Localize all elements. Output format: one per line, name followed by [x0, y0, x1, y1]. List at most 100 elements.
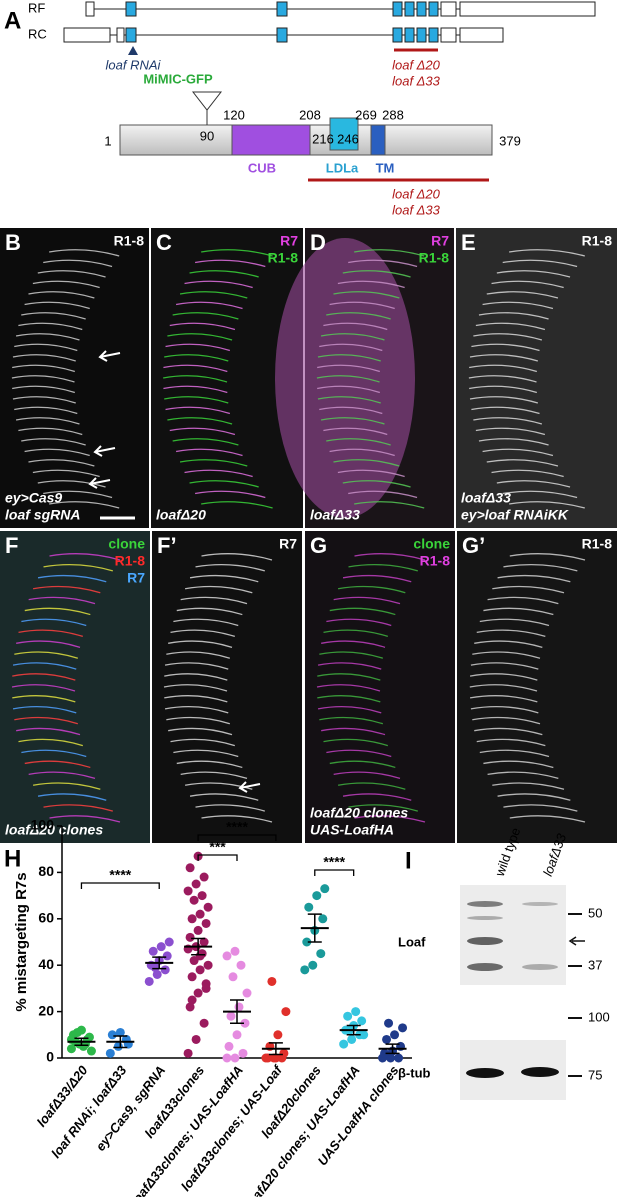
channel-label: R7	[431, 233, 449, 249]
panel-label: I	[405, 847, 412, 874]
data-point	[183, 1048, 193, 1058]
arrow	[568, 936, 585, 946]
error-bar	[346, 1024, 361, 1036]
fiber	[166, 716, 231, 725]
caption: loafΔ20 clones	[310, 805, 408, 821]
data-point	[195, 951, 205, 961]
data-point	[240, 1018, 250, 1028]
fiber	[49, 501, 120, 509]
blot-bands	[466, 901, 559, 1078]
fiber	[168, 727, 233, 736]
fiber	[487, 771, 559, 779]
fiber	[333, 596, 401, 605]
marker-label: 75	[588, 1067, 602, 1082]
fiber	[164, 673, 228, 681]
fiber	[471, 406, 540, 415]
fiber	[496, 480, 571, 488]
significance-label: ****	[226, 819, 248, 835]
fiber	[12, 396, 76, 404]
data-point	[304, 902, 314, 912]
fiber	[176, 760, 243, 769]
fiber	[49, 249, 120, 257]
data-point	[156, 942, 166, 952]
fiber	[321, 727, 386, 736]
fiber	[473, 333, 543, 341]
panel-label: E	[461, 230, 476, 255]
fiber	[503, 804, 578, 812]
data-point	[86, 1046, 96, 1056]
fiber	[201, 249, 273, 257]
fiber	[354, 553, 426, 561]
fiber	[49, 815, 121, 823]
fiber	[509, 249, 585, 257]
fiber	[164, 662, 229, 670]
fiber	[16, 640, 81, 648]
position-label: 288	[382, 107, 404, 122]
channel-label: R1-8	[115, 553, 146, 569]
position-label: 246	[337, 131, 359, 146]
fiber	[469, 684, 538, 692]
fiber	[323, 738, 389, 747]
fiber	[329, 301, 395, 310]
fiber	[194, 490, 266, 499]
significance-label: ***	[209, 839, 226, 855]
fiber	[502, 490, 578, 499]
fiber	[342, 574, 412, 583]
panel-label: C	[156, 230, 172, 255]
fiber	[472, 651, 541, 659]
fiber	[474, 640, 543, 648]
protein-model	[119, 91, 493, 156]
fiber	[184, 469, 253, 478]
fiber	[326, 749, 392, 758]
caption: loafΔ20	[156, 507, 206, 523]
fiber	[497, 574, 571, 583]
fiber	[24, 301, 90, 310]
mimic-label: MiMIC-GFP	[143, 71, 213, 86]
position-label: 90	[200, 128, 214, 143]
data-point	[187, 972, 197, 982]
fiber	[163, 364, 228, 373]
arrow	[88, 477, 111, 489]
data-point	[357, 1016, 367, 1026]
fiber	[21, 312, 86, 320]
data-point	[203, 902, 213, 912]
fiber	[16, 727, 81, 736]
fiber	[201, 553, 273, 561]
fiber	[12, 695, 76, 703]
fiber	[166, 651, 231, 659]
deletion-label: loaf Δ20	[392, 57, 441, 72]
fiber	[172, 438, 239, 446]
fiber	[175, 301, 243, 310]
data-point	[226, 1011, 236, 1021]
fiber	[18, 738, 84, 747]
fiber	[170, 629, 236, 638]
fiber	[317, 354, 381, 362]
data-point	[279, 1048, 289, 1058]
fiber	[49, 553, 121, 561]
panel-label: B	[5, 230, 21, 255]
fiber	[326, 438, 391, 446]
fiber	[176, 607, 243, 616]
fiber	[164, 354, 229, 362]
data-point	[380, 1048, 390, 1058]
fiber	[18, 322, 83, 331]
data-point	[312, 891, 322, 901]
fiber	[317, 396, 381, 404]
fiber	[173, 749, 239, 758]
data-point	[115, 1027, 125, 1037]
fiber	[317, 695, 381, 703]
fiber	[482, 448, 554, 457]
fiber	[163, 375, 228, 383]
fiber	[469, 695, 538, 703]
data-point	[359, 1030, 369, 1040]
fiber	[354, 249, 425, 257]
domain-label: TM	[376, 160, 395, 175]
fiber	[326, 312, 391, 320]
fiber	[37, 270, 106, 278]
fiber	[319, 406, 383, 415]
fiber	[14, 651, 79, 659]
data-point	[384, 1018, 394, 1028]
fiber	[483, 760, 554, 769]
fiber	[496, 270, 571, 278]
fiber	[194, 259, 266, 268]
